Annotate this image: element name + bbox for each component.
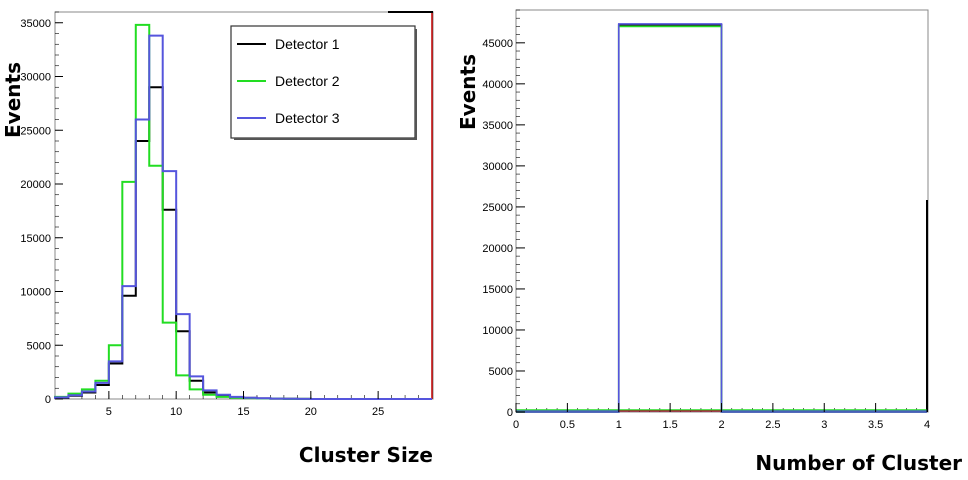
left-legend: Detector 1 Detector 2 Detector 3 — [230, 25, 417, 140]
right-x-tick-label: 0 — [513, 419, 519, 431]
right-y-axis-label: Events — [456, 54, 480, 130]
right-x-tick-label: 4 — [924, 419, 930, 431]
right-y-tick-label: 15000 — [482, 284, 513, 296]
right-x-tick-label: 2.5 — [765, 419, 780, 431]
left-y-tick-label: 5000 — [27, 340, 51, 352]
legend-label-2: Detector 2 — [275, 73, 340, 89]
right-x-tick-label: 0.5 — [560, 419, 575, 431]
right-y-tick-label: 25000 — [482, 202, 513, 214]
right-chart: 0 5000 10000 15000 20000 25000 30000 35000 40000… — [456, 9, 962, 475]
right-x-tick-label: 3 — [821, 419, 827, 431]
left-y-axis-label: Events — [1, 62, 25, 138]
right-series-3-histogram — [516, 23, 927, 413]
right-y-tick-label: 45000 — [482, 38, 513, 50]
left-chart: 0 5000 10000 15000 20000 25000 30000 35000 5 10 15… — [1, 11, 434, 467]
left-y-tick-label: 30000 — [20, 72, 51, 84]
right-y-tick-label: 10000 — [482, 325, 513, 337]
right-y-tick-label: 5000 — [489, 366, 513, 378]
left-x-tick-label: 15 — [237, 406, 249, 418]
left-x-tick-label: 25 — [372, 406, 384, 418]
left-y-tick-label: 15000 — [20, 233, 51, 245]
left-y-tick-label: 25000 — [20, 125, 51, 137]
right-x-axis-label: Number of Cluster — [755, 451, 962, 475]
right-y-tick-label: 35000 — [482, 120, 513, 132]
left-axes: 0 5000 10000 15000 20000 25000 30000 35000 5 10 15… — [20, 18, 384, 418]
left-y-tick-label: 35000 — [20, 18, 51, 30]
right-y-tick-label: 30000 — [482, 161, 513, 173]
left-y-tick-label: 0 — [45, 394, 51, 406]
right-x-tick-label: 3.5 — [868, 419, 883, 431]
right-x-tick-label: 2 — [718, 419, 724, 431]
legend-label-3: Detector 3 — [275, 110, 340, 126]
left-y-tick-label: 10000 — [20, 287, 51, 299]
right-x-tick-label: 1.5 — [662, 419, 677, 431]
left-x-tick-label: 10 — [170, 406, 182, 418]
legend-label-1: Detector 1 — [275, 36, 340, 52]
left-x-tick-label: 5 — [106, 406, 112, 418]
right-x-tick-label: 1 — [616, 419, 622, 431]
right-series — [516, 23, 927, 413]
right-y-tick-label: 40000 — [482, 79, 513, 91]
left-x-axis-label: Cluster Size — [299, 443, 433, 467]
right-y-tick-label: 0 — [507, 407, 513, 419]
left-series-3-histogram — [54, 34, 432, 400]
left-series — [54, 23, 432, 400]
right-axes: 0 5000 10000 15000 20000 25000 30000 35000 40000… — [482, 38, 930, 431]
left-x-tick-label: 20 — [305, 406, 317, 418]
right-y-tick-label: 20000 — [482, 243, 513, 255]
left-y-tick-label: 20000 — [20, 179, 51, 191]
